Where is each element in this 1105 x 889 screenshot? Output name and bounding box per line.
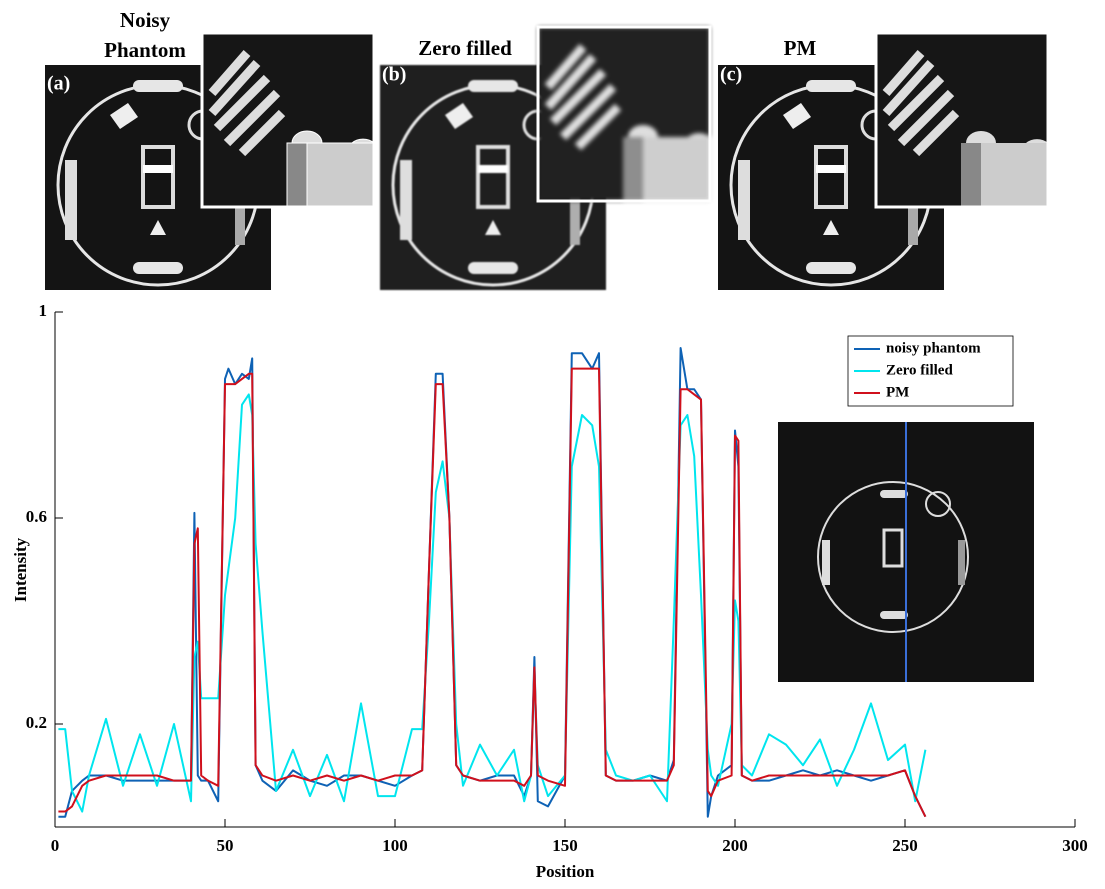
- x-tick-label: 0: [51, 836, 60, 855]
- x-tick-label: 250: [892, 836, 918, 855]
- panel-title: PM: [783, 36, 817, 60]
- panel-label: (c): [720, 64, 742, 86]
- x-axis-label: Position: [536, 862, 595, 881]
- x-tick-label: 50: [217, 836, 234, 855]
- legend-label: PM: [886, 384, 909, 400]
- x-tick-label: 150: [552, 836, 578, 855]
- y-tick-label: 1: [39, 301, 48, 320]
- inset-image: [778, 422, 1034, 682]
- y-tick-label: 0.6: [26, 507, 47, 526]
- panel-a: (a): [43, 33, 374, 292]
- series-line: [58, 367, 927, 818]
- y-axis-label: Intensity: [11, 537, 30, 602]
- legend-label: Zero filled: [886, 362, 953, 378]
- x-tick-label: 200: [722, 836, 748, 855]
- panel-title: Noisy Phantom: [104, 8, 186, 62]
- panel-b: (b): [378, 27, 710, 292]
- panel-label: (a): [47, 73, 70, 95]
- series-line: [58, 347, 927, 818]
- panel-label: (b): [382, 64, 406, 86]
- panel-c: (c): [716, 33, 1048, 292]
- y-tick-label: 0.2: [26, 713, 47, 732]
- panel-title: Zero filled: [418, 36, 512, 60]
- x-tick-label: 100: [382, 836, 408, 855]
- series-line: [58, 393, 927, 813]
- x-tick-label: 300: [1062, 836, 1088, 855]
- legend-label: noisy phantom: [886, 340, 981, 356]
